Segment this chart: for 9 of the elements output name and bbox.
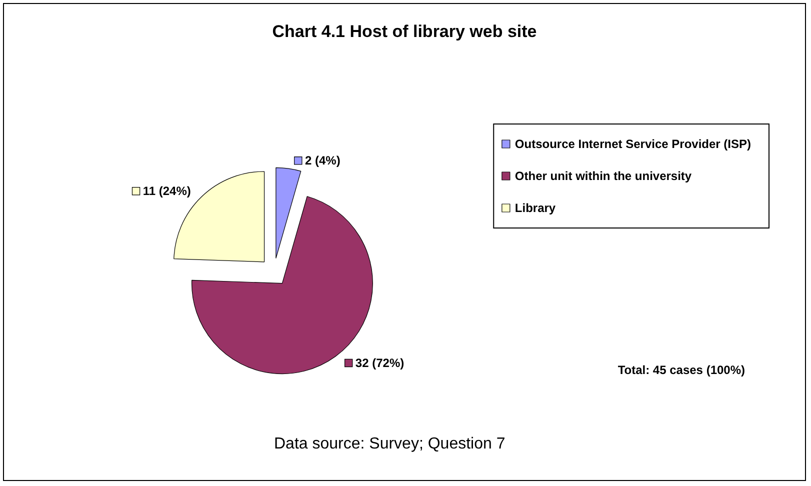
text: Total: 45 cases (100%) [618, 363, 746, 377]
data-label: 2 (4%) [302, 154, 340, 168]
legend-label: Library [514, 201, 556, 215]
data-label: 32 (72%) [352, 356, 404, 370]
data-label: 11 (24%) [140, 184, 191, 198]
legend-label: Other unit within the university [514, 169, 692, 183]
legend-label: Outsource Internet Service Provider (ISP) [514, 137, 752, 151]
source-note: Data source: Survey; Question 7 [274, 436, 506, 452]
chart-title: Chart 4.1 Host of library web site [272, 22, 537, 41]
